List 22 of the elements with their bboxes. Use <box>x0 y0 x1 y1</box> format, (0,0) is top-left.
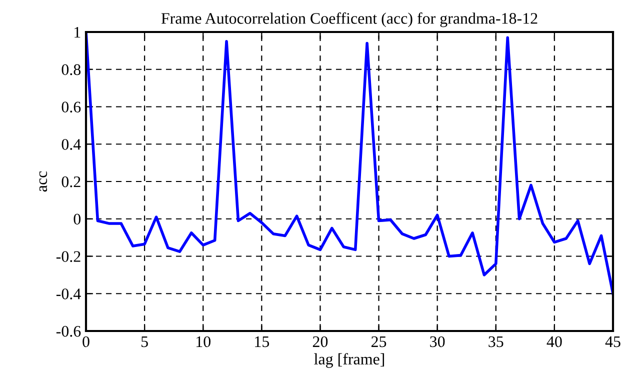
x-tick-label: 45 <box>605 336 620 348</box>
x-tick-label: 30 <box>430 336 445 348</box>
y-tick-label: 1 <box>74 26 80 38</box>
x-tick-label: 5 <box>141 336 148 348</box>
y-tick-label: 0.4 <box>62 139 81 150</box>
y-tick-label: 0.2 <box>62 176 80 188</box>
y-tick-label: 0.8 <box>62 64 81 76</box>
y-axis-title: acc <box>39 171 48 192</box>
x-tick-label: 25 <box>371 336 386 348</box>
x-axis-title: lag [frame] <box>314 353 384 368</box>
x-tick-label: 20 <box>312 336 328 348</box>
x-tick-label: 10 <box>196 336 210 348</box>
x-tick-label: 15 <box>255 336 270 348</box>
y-tick-label: -0.2 <box>56 251 80 262</box>
x-tick-label: 0 <box>82 336 90 348</box>
y-tick-label: -0.4 <box>56 288 81 300</box>
chart-title: Frame Autocorrelation Coefficent (acc) for grandma-18-12 <box>161 12 538 28</box>
y-tick-label: 0 <box>74 214 81 225</box>
x-tick-label: 35 <box>488 336 504 348</box>
x-tick-label: 40 <box>546 336 562 348</box>
y-tick-label: -0.6 <box>56 326 81 337</box>
y-tick-label: 0.6 <box>62 102 81 113</box>
